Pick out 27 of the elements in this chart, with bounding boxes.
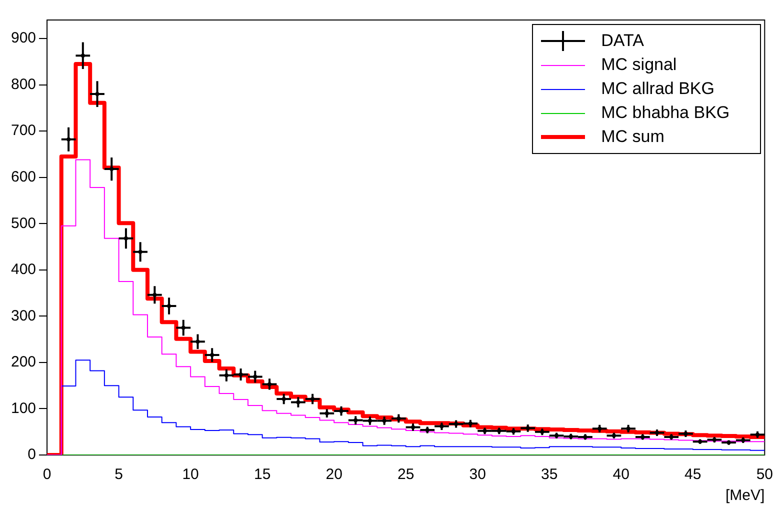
legend-label: MC bhabha BKG xyxy=(601,103,730,123)
y-tick-label: 200 xyxy=(10,354,36,371)
x-axis-title: [MeV] xyxy=(725,487,765,504)
legend-label: MC signal xyxy=(601,55,677,75)
x-tick-label: 5 xyxy=(114,466,123,484)
x-tick-label: 25 xyxy=(398,466,414,484)
x-tick-label: 50 xyxy=(756,466,773,484)
x-tick-label: 30 xyxy=(469,466,486,484)
y-tick-label: 100 xyxy=(10,400,36,417)
legend-label: DATA xyxy=(601,31,644,51)
x-tick-label: 45 xyxy=(684,466,702,484)
legend-label: MC sum xyxy=(601,127,664,147)
y-tick-label: 400 xyxy=(10,261,36,278)
x-tick-label: 10 xyxy=(182,466,199,484)
y-tick-label: 800 xyxy=(10,76,36,93)
y-tick-label: 0 xyxy=(28,446,36,464)
y-tick-label: 300 xyxy=(10,307,36,324)
x-tick-label: 40 xyxy=(612,466,630,484)
x-tick-label: 15 xyxy=(254,466,271,484)
x-tick-label: 0 xyxy=(42,466,52,484)
x-tick-label: 20 xyxy=(326,466,342,484)
y-tick-label: 700 xyxy=(10,122,36,140)
y-tick-label: 500 xyxy=(10,214,36,232)
y-tick-label: 600 xyxy=(10,168,36,186)
y-tick-label: 900 xyxy=(10,30,36,47)
legend-label: MC allrad BKG xyxy=(601,79,714,99)
x-tick-label: 35 xyxy=(541,466,558,484)
